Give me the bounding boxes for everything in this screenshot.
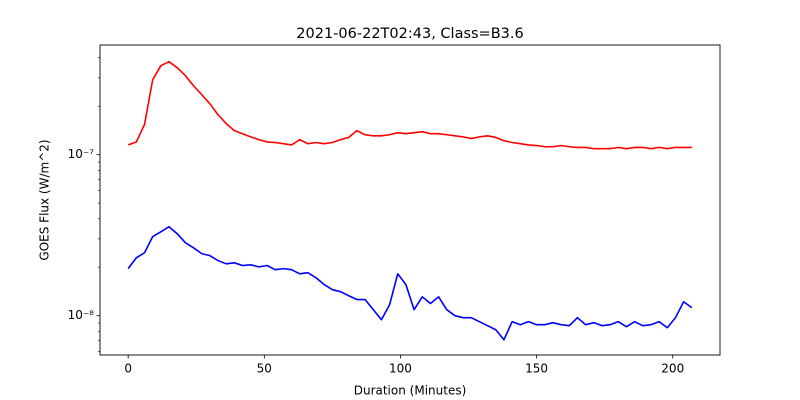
x-tick-label: 150: [525, 362, 548, 376]
x-tick-label: 200: [661, 362, 684, 376]
plot-frame: [99, 44, 721, 356]
y-axis-label: GOES Flux (W/m^2): [38, 139, 52, 260]
x-axis-label: Duration (Minutes): [354, 384, 467, 398]
flux-line: [127, 225, 693, 341]
x-tick-label: 50: [257, 362, 272, 376]
y-tick-label: 10⁻⁷: [68, 147, 95, 161]
flux-line: [127, 60, 692, 150]
x-tick-label: 100: [389, 362, 412, 376]
chart-title: 2021-06-22T02:43, Class=B3.6: [296, 26, 523, 42]
x-tick-label: 0: [124, 362, 132, 376]
y-tick-label: 10⁻⁸: [68, 308, 95, 322]
